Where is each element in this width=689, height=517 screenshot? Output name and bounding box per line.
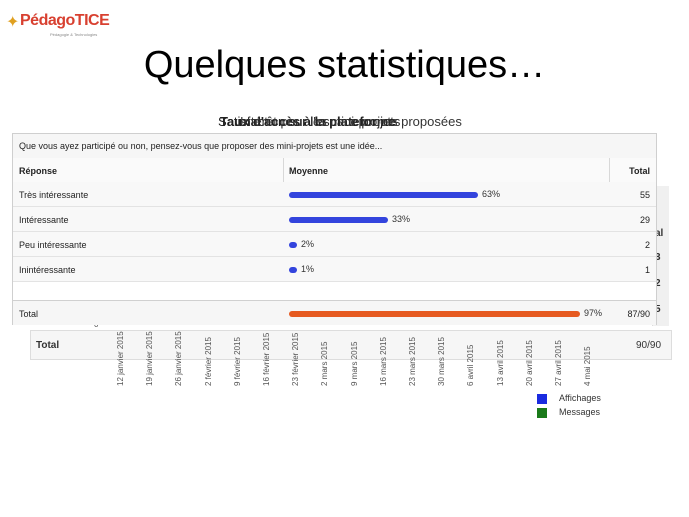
average-percent: 33% [392, 214, 411, 224]
header-total: Total [629, 166, 650, 176]
logo-text: PédagoTICE [20, 12, 110, 29]
date-tick-label: 16 février 2015 [262, 332, 271, 386]
date-tick-label: 27 avril 2015 [554, 340, 563, 386]
total-row: Total 97% 87/90 [13, 300, 656, 325]
date-tick-label: 2 février 2015 [203, 337, 213, 386]
response-label: Très intéressante [19, 190, 89, 200]
subtitle-taux-acces: Taux d'accès à la plateforme [220, 114, 396, 129]
background-total-value: 90/90 [636, 340, 662, 351]
response-label: Intéressante [19, 215, 69, 225]
table-row: Inintéressante 1% 1 [13, 257, 656, 282]
table-row: Très intéressante 63% 55 [13, 182, 656, 207]
table-header: Réponse Moyenne Total [13, 158, 656, 183]
date-tick-label: 9 février 2015 [232, 337, 242, 386]
slide-title: Quelques statistiques… [143, 44, 546, 86]
background-total-fragment: al [655, 228, 664, 239]
date-tick-label: 26 janvier 2015 [174, 331, 184, 386]
background-total-label: Total [36, 340, 60, 351]
poll-results-table: Que vous ayez participé ou non, pensez-v… [12, 133, 657, 325]
average-bar [289, 267, 297, 273]
response-total: 55 [639, 190, 650, 200]
response-total: 2 [644, 240, 650, 250]
overlapping-subtitles: Satisfaction sur l'espace projets Taux d… [0, 114, 689, 132]
response-total: 29 [639, 215, 650, 225]
subtitle-interet: Intérêt pour les mini-projets proposées [240, 114, 462, 129]
background-total-fragment: 3 [655, 252, 661, 263]
total-percent: 97% [584, 308, 603, 318]
response-total: 1 [644, 265, 650, 275]
average-percent: 1% [301, 264, 315, 274]
background-total-fragment: 5 [655, 304, 661, 315]
response-label: Inintéressante [19, 265, 76, 275]
date-tick-label: 4 mai 2015 [583, 346, 593, 386]
date-tick-label: 2 mars 2015 [320, 341, 330, 386]
date-tick-label: 23 février 2015 [291, 332, 301, 386]
legend-swatch-blue [537, 394, 547, 404]
date-tick-label: 30 mars 2015 [437, 337, 447, 386]
header-response: Réponse [19, 166, 58, 176]
background-total-fragment: 2 [655, 278, 661, 289]
poll-question: Que vous ayez participé ou non, pensez-v… [19, 141, 383, 151]
date-tick-label: 19 janvier 2015 [145, 331, 155, 386]
header-average: Moyenne [289, 166, 329, 176]
average-bar [289, 192, 478, 198]
date-tick-label: 6 avril 2015 [466, 344, 476, 386]
table-row: Intéressante 33% 29 [13, 207, 656, 232]
legend-swatch-green [537, 408, 547, 418]
subtitle-satisfaction: Satisfaction sur l'espace projets [218, 114, 401, 129]
total-label: Total [19, 309, 39, 319]
logo-star-icon: ✦ [6, 14, 20, 31]
date-tick-label: 9 mars 2015 [349, 341, 359, 386]
total-bar [289, 311, 580, 317]
pedagotice-logo: ✦ PédagoTICE Pédagogie & Technologies [6, 8, 110, 38]
response-label: Peu intéressante [19, 240, 87, 250]
date-tick-label: 20 avril 2015 [524, 340, 534, 386]
background-total-row [30, 330, 672, 360]
logo-tagline: Pédagogie & Technologies [50, 32, 98, 37]
average-bar [289, 217, 388, 223]
average-bar [289, 242, 297, 248]
date-tick-label: 12 janvier 2015 [116, 331, 125, 386]
average-percent: 63% [482, 189, 501, 199]
total-count: 87/90 [627, 309, 650, 319]
average-percent: 2% [301, 239, 315, 249]
date-tick-label: 23 mars 2015 [408, 337, 417, 386]
poll-question-row: Que vous ayez participé ou non, pensez-v… [13, 134, 656, 159]
date-tick-label: 16 mars 2015 [378, 337, 388, 386]
table-row: Peu intéressante 2% 2 [13, 232, 656, 257]
date-tick-label: 13 avril 2015 [495, 340, 505, 386]
